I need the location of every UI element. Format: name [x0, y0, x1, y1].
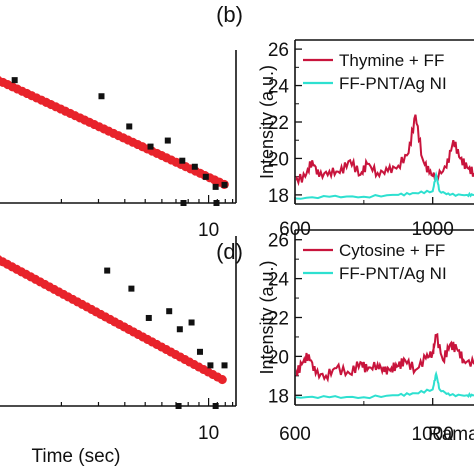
x-tick-label: 1000 [412, 424, 454, 445]
panel-d-left: 10 Time (sec) [0, 236, 237, 467]
data-point [145, 314, 152, 321]
y-tick-label: 20 [268, 347, 289, 368]
data-point [147, 143, 154, 150]
data-point [191, 163, 198, 170]
data-point [128, 285, 135, 292]
series-line [296, 370, 474, 400]
y-tick-label: 24 [268, 270, 290, 291]
y-tick-label: 26 [268, 231, 289, 252]
series-line [296, 332, 474, 383]
data-point [98, 93, 105, 100]
data-point [212, 403, 219, 409]
y-tick-label: 18 [268, 186, 289, 207]
data-point [126, 123, 133, 130]
y-tick-label: 22 [268, 113, 289, 134]
y-tick-label: 26 [268, 40, 289, 61]
panel-b-left: 10 [0, 50, 237, 241]
x-axis-label: Raman [428, 424, 474, 445]
data-point [11, 77, 18, 84]
x-tick-label: 600 [279, 424, 311, 445]
data-point [188, 319, 195, 326]
y-tick-label: 20 [268, 149, 289, 170]
y-tick-label: 24 [268, 77, 290, 98]
panel-label: (d) [216, 239, 243, 264]
data-point [221, 181, 228, 188]
y-axis-label: Intensity (a.u.) [257, 260, 277, 374]
data-point [221, 362, 228, 369]
data-point [166, 308, 173, 315]
data-point [176, 326, 183, 333]
x-tick-label: 10 [198, 220, 219, 241]
panel-label: (b) [216, 2, 243, 27]
data-point [207, 362, 214, 369]
fit-line-core [0, 257, 227, 384]
legend-label: Thymine + FF [339, 51, 444, 70]
data-point [104, 267, 111, 274]
data-point [202, 173, 209, 180]
data-point [213, 200, 220, 206]
data-point [196, 348, 203, 355]
legend-label: FF-PNT/Ag NI [339, 264, 447, 283]
data-point [179, 157, 186, 164]
x-axis-label: Time (sec) [31, 446, 120, 467]
data-point [180, 200, 187, 206]
legend-label: FF-PNT/Ag NI [339, 74, 447, 93]
y-axis-label: Intensity (a.u.) [257, 65, 277, 179]
panel-d: (d) 18 20 22 24 26 600 1000 Intensity (a.u.) Rama… [216, 229, 474, 445]
y-tick-label: 18 [268, 386, 289, 407]
legend-label: Cytosine + FF [339, 241, 445, 260]
y-tick-label: 22 [268, 309, 289, 330]
data-point [164, 137, 171, 144]
data-point [175, 403, 182, 409]
data-point [212, 183, 219, 190]
series-line [296, 170, 474, 200]
x-tick-label: 10 [198, 423, 219, 444]
series-line [296, 114, 474, 187]
fit-line-core [0, 78, 227, 188]
